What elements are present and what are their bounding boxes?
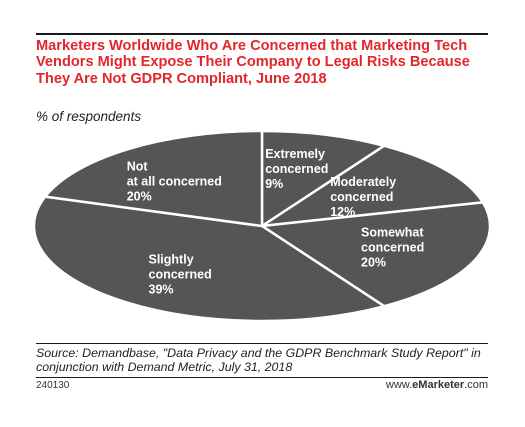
pie-slice-extremely-concerned [260,129,386,228]
pie-slice-moderately-concerned [260,144,485,228]
footer-rule [36,377,488,378]
top-rule [36,33,488,35]
source-note: Source: Demandbase, "Data Privacy and th… [36,346,481,374]
pie-slice-slightly-concerned [32,195,386,323]
chart-subtitle: % of respondents [36,109,142,124]
slice-label-not-at-all-concerned: Not at all concerned 20% [127,159,222,203]
brand-prefix: www. [385,379,413,391]
brand-suffix: .com [464,379,488,391]
slice-label-extremely-concerned: Extremely concerned 9% [265,147,328,191]
pie-slice-not-at-all-concerned [43,129,264,228]
slice-label-moderately-concerned: Moderately concerned 12% [330,175,396,219]
chart-title: Marketers Worldwide Who Are Concerned th… [36,38,470,87]
pie-slice-somewhat-concerned [260,201,492,308]
chart-id: 240130 [36,380,70,391]
brand-name: eMarketer [412,379,465,391]
emarketer-logo: www.eMarketer.com [386,379,488,391]
slice-label-slightly-concerned: Slightly concerned 39% [149,252,212,296]
slice-label-somewhat-concerned: Somewhat concerned 20% [361,226,424,270]
source-rule [36,343,488,344]
